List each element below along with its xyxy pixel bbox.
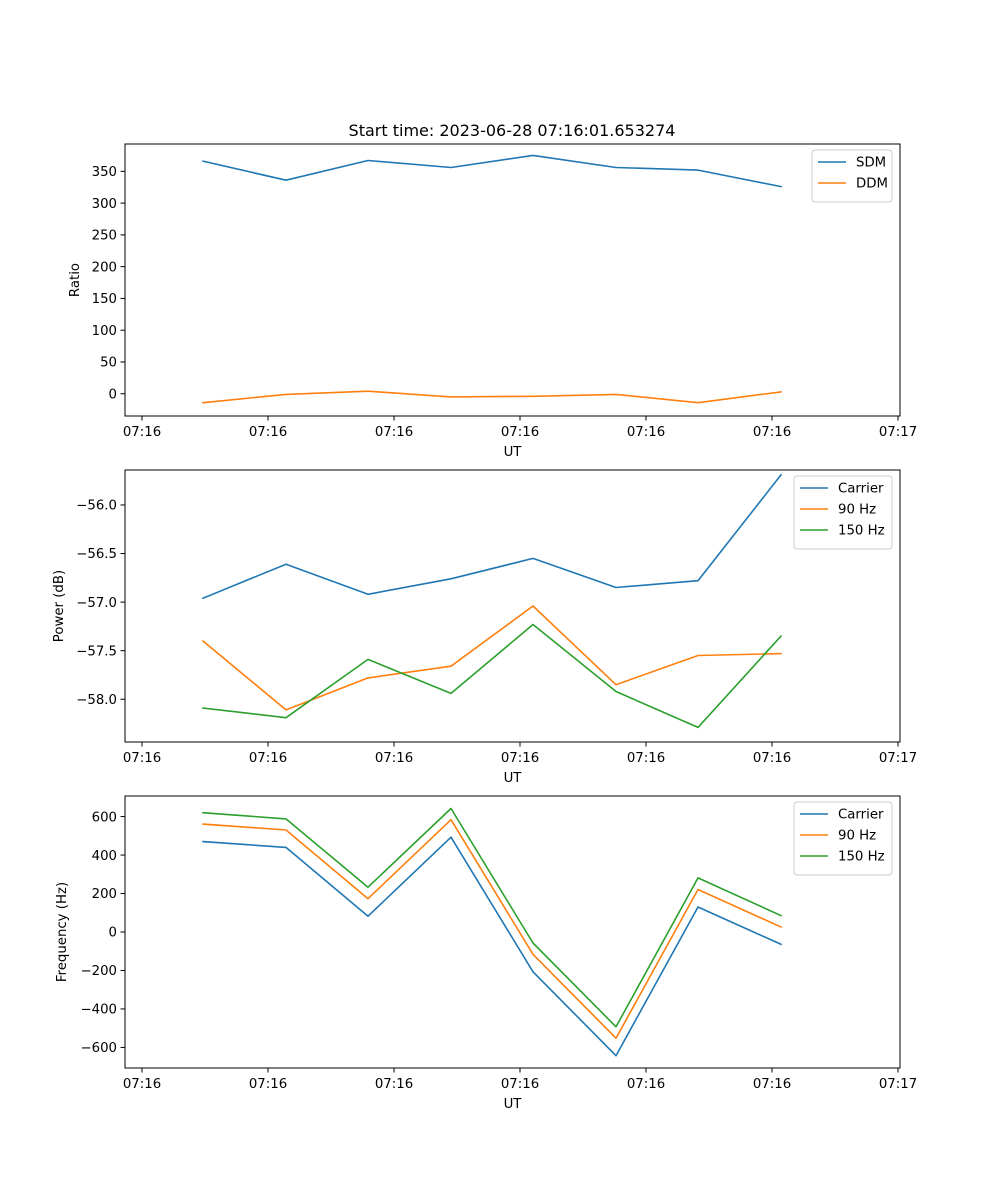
power-y-axis-label: Power (dB) xyxy=(52,570,67,642)
power-x-tick-label: 07:16 xyxy=(627,751,665,766)
ratio-x-tick-label: 07:16 xyxy=(375,425,413,440)
frequency-y-tick-label: −600 xyxy=(80,1041,117,1056)
power-y-tick-label: −57.0 xyxy=(76,596,117,611)
ratio-y-axis-label: Ratio xyxy=(68,263,83,297)
power-axes-frame xyxy=(124,469,901,743)
ratio-y-tick-label: 0 xyxy=(109,387,117,402)
power-x-tick-label: 07:16 xyxy=(753,751,791,766)
power-series-line-150-hz xyxy=(202,623,783,729)
frequency-y-axis-label: Frequency (Hz) xyxy=(55,882,70,982)
ratio-series-line-sdm xyxy=(202,154,782,188)
ratio-x-tick-label: 07:16 xyxy=(249,425,287,440)
frequency-x-axis-label: UT xyxy=(504,1097,523,1112)
frequency-x-tick-label: 07:16 xyxy=(249,1077,287,1092)
ratio-y-tick-label: 350 xyxy=(92,165,117,180)
frequency-x-tick-label: 07:16 xyxy=(501,1077,539,1092)
ratio-panel: 07:16 07:16 07:16 07:16 07:16 07:16 07:17 UT 0 50… xyxy=(68,143,917,460)
power-x-tick-label: 07:16 xyxy=(501,751,539,766)
frequency-y-tick-label: 400 xyxy=(92,849,117,864)
frequency-legend-label: 90 Hz xyxy=(838,829,876,844)
power-y-tick-label: −58.0 xyxy=(76,693,117,708)
frequency-panel: 07:16 07:16 07:16 07:16 07:16 07:16 07:17 UT −60… xyxy=(55,795,917,1112)
power-x-axis-label: UT xyxy=(504,771,523,786)
ratio-x-tick-label: 07:16 xyxy=(123,425,161,440)
ratio-axes-frame xyxy=(124,143,901,417)
ratio-y-tick-label: 300 xyxy=(92,197,117,212)
power-y-tick-label: −56.5 xyxy=(76,547,117,562)
power-y-tick-label: −56.0 xyxy=(76,499,117,514)
figure-title: Start time: 2023-06-28 07:16:01.653274 xyxy=(349,121,676,140)
frequency-legend-label: 150 Hz xyxy=(838,850,885,865)
power-series-line-carrier xyxy=(201,473,783,600)
frequency-y-tick-label: 600 xyxy=(92,810,117,825)
power-legend-label: Carrier xyxy=(838,482,884,497)
ratio-legend-label: DDM xyxy=(856,177,888,192)
frequency-x-tick-label: 07:17 xyxy=(879,1077,917,1092)
ratio-legend xyxy=(811,149,893,203)
ratio-series-line-ddm xyxy=(202,390,782,404)
ratio-x-tick-label: 07:17 xyxy=(879,425,917,440)
power-x-tick-label: 07:16 xyxy=(123,751,161,766)
ratio-legend-label: SDM xyxy=(856,156,886,171)
ratio-y-tick-label: 100 xyxy=(92,324,117,339)
power-y-tick-label: −57.5 xyxy=(76,644,117,659)
frequency-legend-label: Carrier xyxy=(838,808,884,823)
power-legend-label: 90 Hz xyxy=(838,503,876,518)
ratio-y-tick-label: 150 xyxy=(92,292,117,307)
ratio-y-tick-label: 50 xyxy=(100,356,117,371)
frequency-x-tick-label: 07:16 xyxy=(627,1077,665,1092)
frequency-x-tick-label: 07:16 xyxy=(123,1077,161,1092)
ratio-x-axis-label: UT xyxy=(504,445,523,460)
ratio-y-tick-label: 200 xyxy=(92,260,117,275)
power-x-tick-label: 07:16 xyxy=(249,751,287,766)
frequency-y-tick-label: 0 xyxy=(109,926,117,941)
frequency-y-tick-label: −200 xyxy=(80,964,117,979)
power-x-tick-label: 07:17 xyxy=(879,751,917,766)
power-legend-label: 150 Hz xyxy=(838,524,885,539)
power-series-line-90-hz xyxy=(201,605,782,711)
frequency-x-tick-label: 07:16 xyxy=(375,1077,413,1092)
ratio-y-tick-label: 250 xyxy=(92,229,117,244)
frequency-series-line-carrier xyxy=(202,836,783,1057)
frequency-series-line-90-hz xyxy=(202,818,783,1039)
ratio-x-tick-label: 07:16 xyxy=(753,425,791,440)
ratio-x-tick-label: 07:16 xyxy=(501,425,539,440)
frequency-series-line-150-hz xyxy=(202,807,783,1028)
frequency-x-tick-label: 07:16 xyxy=(753,1077,791,1092)
ratio-x-tick-label: 07:16 xyxy=(627,425,665,440)
frequency-y-tick-label: 200 xyxy=(92,887,117,902)
power-panel: 07:16 07:16 07:16 07:16 07:16 07:16 07:17 UT −58… xyxy=(52,469,917,786)
power-x-tick-label: 07:16 xyxy=(375,751,413,766)
frequency-y-tick-label: −400 xyxy=(80,1003,117,1018)
